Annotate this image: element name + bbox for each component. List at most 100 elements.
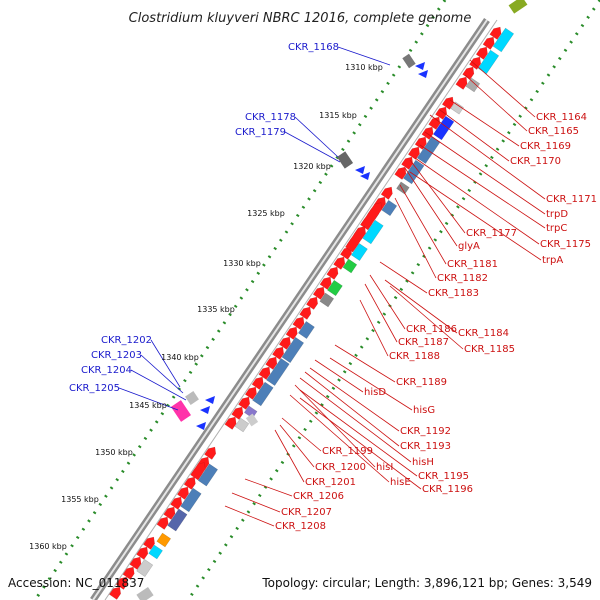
gene-box — [342, 258, 358, 274]
gene-arrow-red — [183, 476, 196, 490]
kbp-tick-label: 1330 kbp — [223, 259, 261, 268]
callout-line-red — [279, 424, 315, 468]
gene-box-grey — [402, 53, 416, 69]
gene-arrow-red — [122, 566, 135, 580]
gene-arrow-red — [136, 546, 149, 560]
gene-arrow-red — [224, 416, 237, 430]
gene-arrow-red — [142, 536, 155, 550]
gene-box — [148, 544, 163, 560]
kbp-tick-label: 1315 kbp — [319, 111, 357, 120]
gene-box — [281, 336, 305, 364]
callout-line-red — [334, 344, 396, 383]
gene-arrow-red — [204, 446, 217, 460]
callout-line-red — [329, 357, 413, 411]
outer-dotted-line — [33, 0, 447, 600]
callout-line-red — [299, 397, 422, 490]
gene-label-red: CKR_1185 — [464, 344, 515, 355]
gene-arrow-red — [305, 296, 318, 310]
gene-label-blue: CKR_1168 — [288, 42, 339, 53]
gene-label-red: CKR_1207 — [281, 507, 332, 518]
gene-arrow-red — [163, 506, 176, 520]
gene-box — [197, 463, 219, 487]
gene-label-red: CKR_1164 — [536, 112, 587, 123]
gene-label-red: trpD — [546, 209, 568, 220]
gene-box — [297, 321, 315, 339]
gene-arrow-red — [482, 36, 495, 50]
gene-box-pink — [170, 400, 192, 422]
gene-label-blue: CKR_1202 — [101, 335, 152, 346]
callout-lines — [118, 46, 546, 527]
gene-label-red: hisG — [413, 405, 435, 416]
gene-label-red: CKR_1177 — [466, 228, 517, 239]
callout-line-blue — [337, 46, 391, 66]
gene-arrow-red — [231, 406, 244, 420]
gene-box — [492, 27, 515, 53]
gene-arrow-blue — [355, 166, 365, 174]
callout-line-red — [369, 274, 406, 330]
callout-line-red — [464, 74, 528, 132]
gene-box — [432, 115, 455, 141]
gene-arrow-red — [285, 326, 298, 340]
gene-arrow-blue — [196, 422, 206, 430]
gene-box — [319, 292, 335, 308]
callout-line-red — [419, 144, 546, 229]
gene-label-red: hisD — [364, 387, 386, 398]
gene-label-red: trpC — [546, 223, 567, 234]
gene-arrow-red — [414, 136, 427, 150]
gene-label-red: CKR_1186 — [406, 324, 457, 335]
topology-text: Topology: circular; Length: 3,896,121 bp… — [261, 576, 592, 590]
gene-arrow-red — [129, 556, 142, 570]
gene-label-red: CKR_1169 — [520, 141, 571, 152]
callout-line-blue — [284, 131, 341, 163]
gene-arrow-red — [333, 256, 346, 270]
gene-labels: CKR_1168 CKR_1178 CKR_1179 CKR_1202 CKR_1203… — [69, 42, 597, 532]
callout-line-red — [409, 159, 466, 234]
callout-line-red — [274, 429, 305, 483]
gene-box — [450, 101, 464, 115]
callout-line-red — [404, 167, 458, 247]
callout-line-red — [281, 417, 322, 452]
callout-line-red — [294, 384, 376, 468]
gene-box — [156, 532, 172, 548]
kbp-tick-label: 1340 kbp — [161, 353, 199, 362]
gene-arrow-red — [244, 386, 257, 400]
gene-label-red: hisI — [376, 462, 393, 473]
gene-arrow-red-large — [360, 202, 383, 231]
gene-arrow-red — [435, 106, 448, 120]
gene-arrow-blue — [415, 62, 425, 70]
accession-text: Accession: NC_011837 — [8, 576, 144, 590]
gene-box — [350, 243, 368, 261]
gene-arrow-blue — [200, 406, 210, 414]
gene-arrow-red — [319, 276, 332, 290]
gene-arrow-red — [394, 166, 407, 180]
callout-line-red — [469, 59, 536, 118]
gene-label-red: CKR_1165 — [528, 126, 579, 137]
callout-line-blue — [150, 339, 181, 388]
gene-arrow-red — [278, 336, 291, 350]
kbp-ticks: 1310 kbp 1315 kbp 1320 kbp 1325 kbp 1330 kbp… — [29, 63, 383, 551]
gene-label-red: CKR_1189 — [396, 377, 447, 388]
backbone-highlight — [92, 19, 488, 600]
gene-arrow-red — [475, 46, 488, 60]
gene-box — [136, 559, 154, 577]
gene-box — [327, 279, 343, 297]
gene-label-red: CKR_1200 — [315, 462, 366, 473]
gene-label-red: hisH — [412, 457, 434, 468]
gene-label-blue: CKR_1178 — [245, 112, 296, 123]
callout-line-red — [409, 171, 542, 261]
gene-label-red: CKR_1188 — [389, 351, 440, 362]
gene-arrow-red — [258, 366, 271, 380]
gene-box-light — [136, 586, 154, 600]
kbp-tick-label: 1355 kbp — [61, 495, 99, 504]
callout-line-red — [429, 114, 546, 200]
gene-label-red: CKR_1181 — [447, 259, 498, 270]
gene-arrow-red — [251, 376, 264, 390]
gene-label-red: CKR_1183 — [428, 288, 479, 299]
callout-line-red — [399, 184, 447, 265]
callout-line-blue — [130, 369, 187, 401]
gene-arrow-red — [489, 26, 502, 40]
callout-line-red — [309, 367, 400, 432]
gene-arrow-red — [115, 576, 128, 590]
callout-line-red — [289, 394, 390, 483]
